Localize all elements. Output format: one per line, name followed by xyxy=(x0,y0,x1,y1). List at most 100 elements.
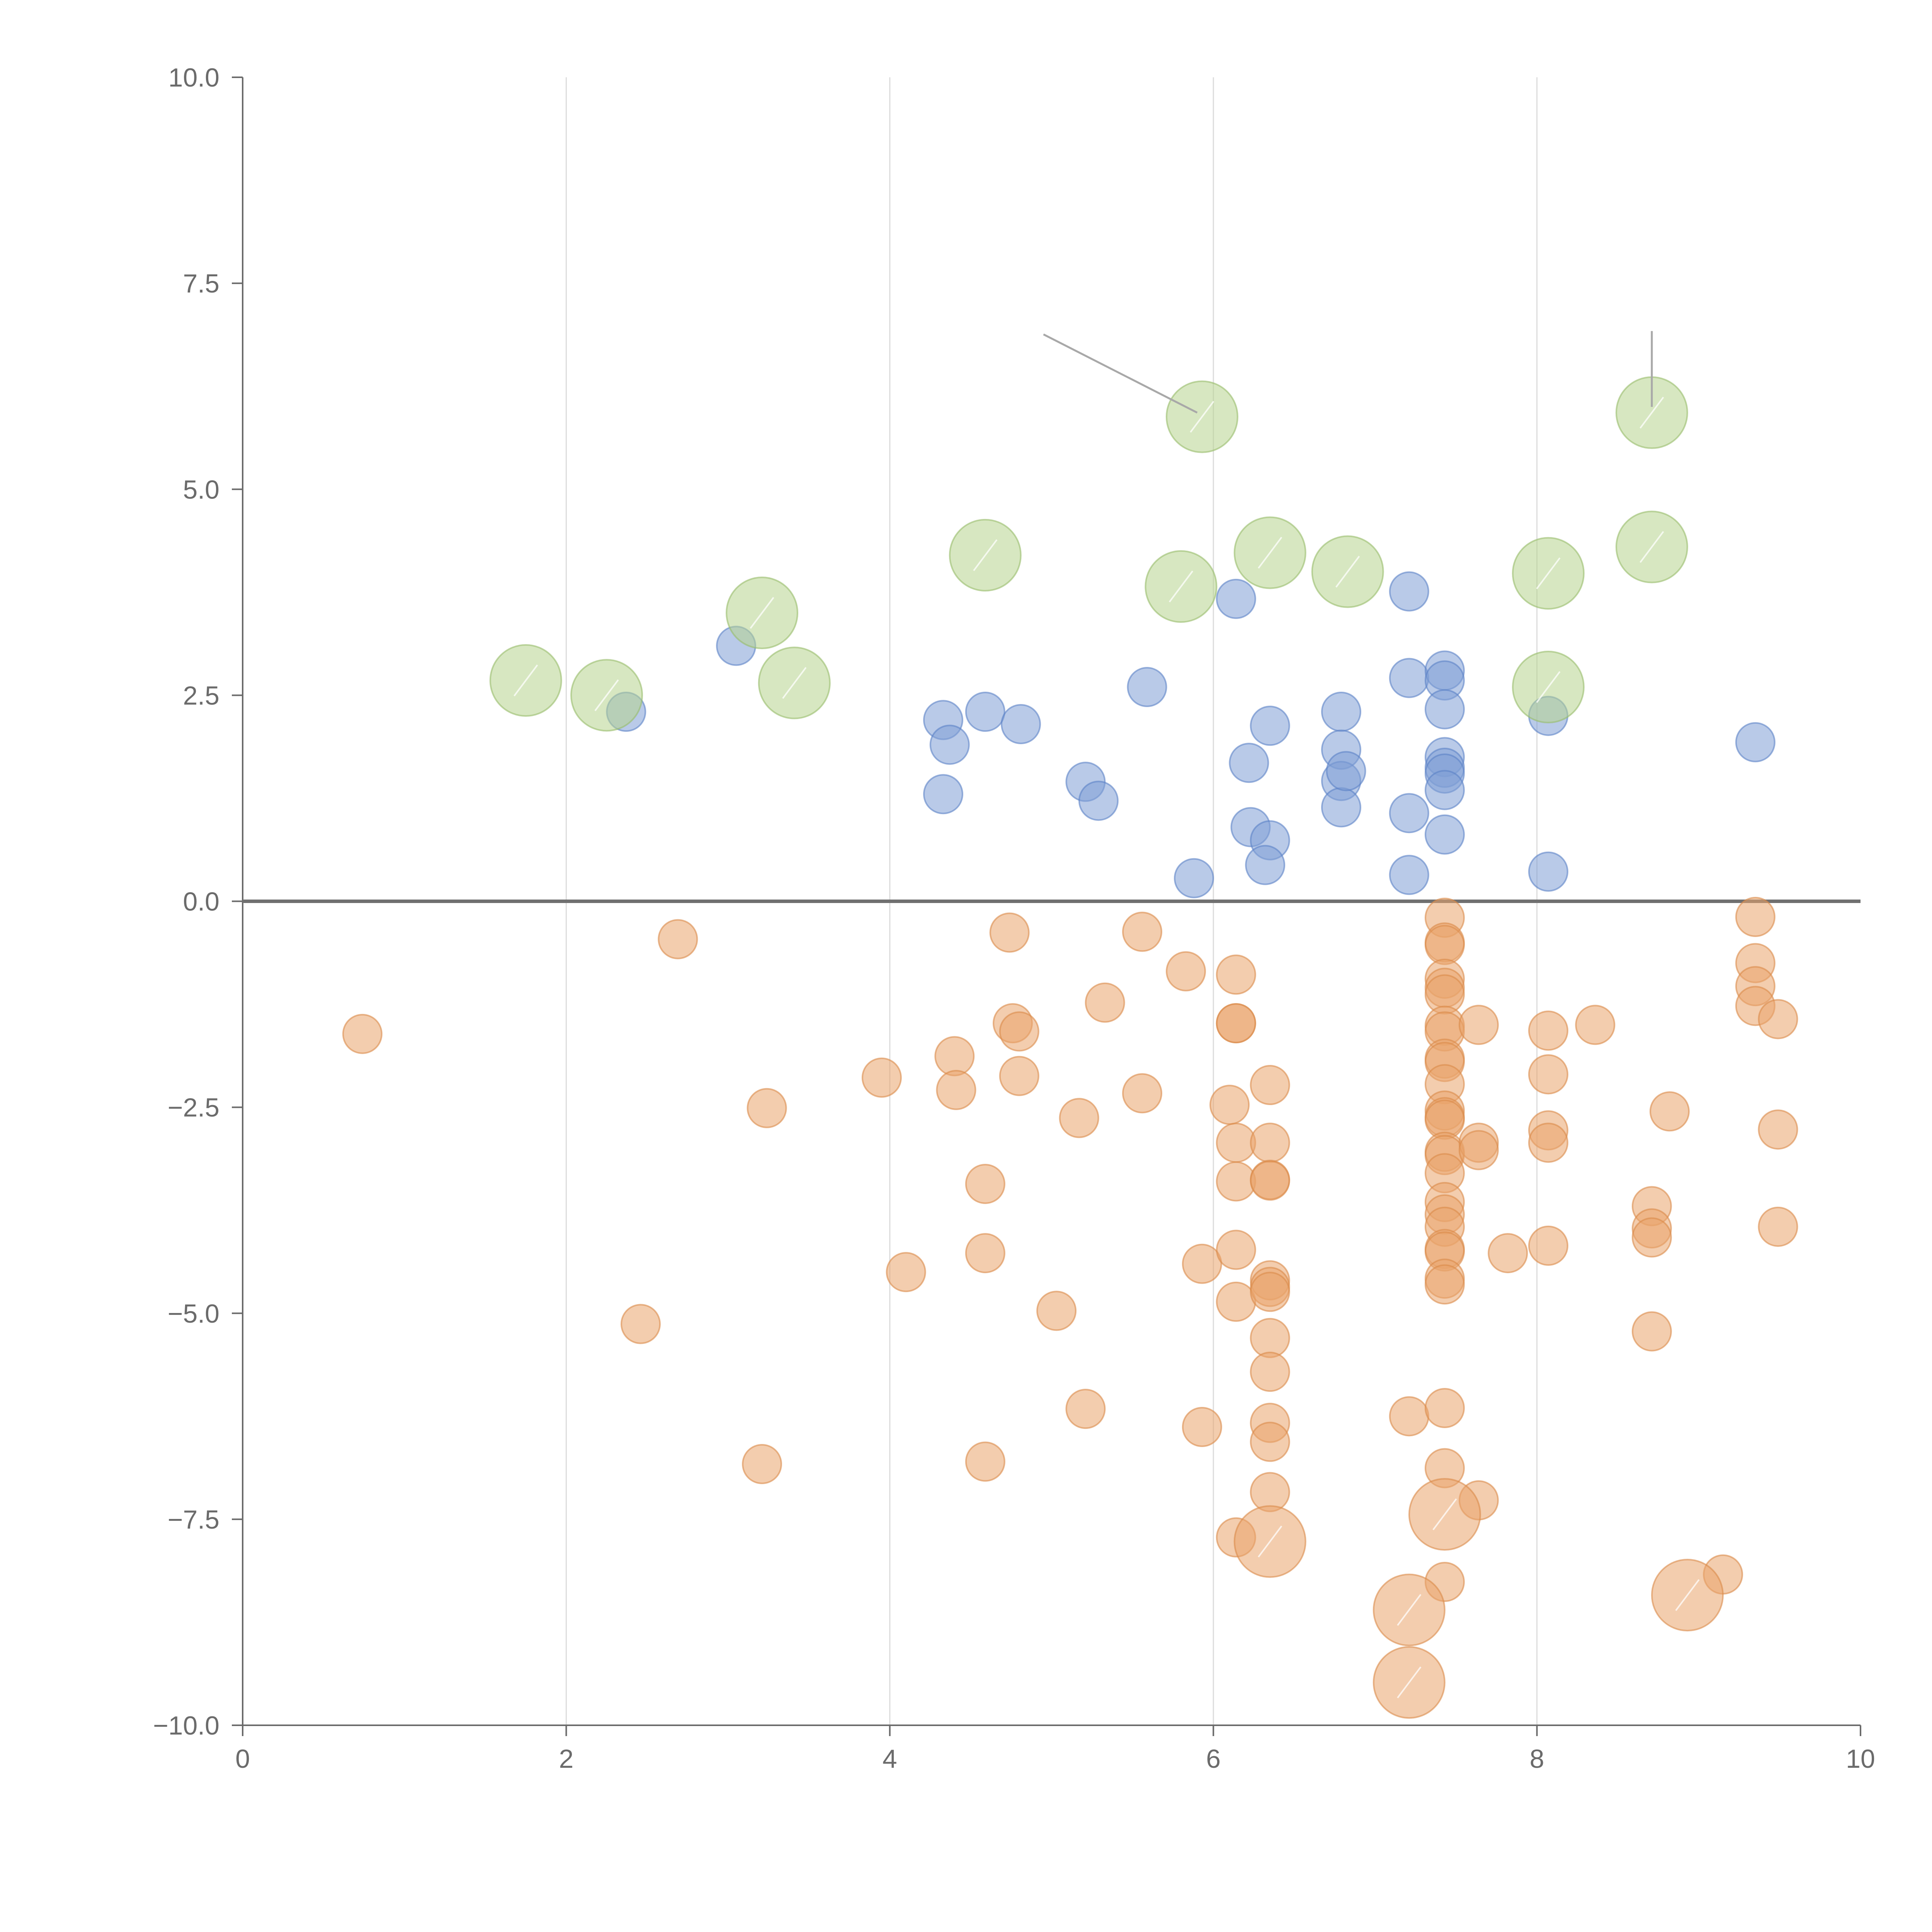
point-blue-28 xyxy=(1424,689,1465,730)
point-orange-82 xyxy=(1528,1122,1568,1163)
point-accent-mark xyxy=(1639,396,1664,429)
point-orange-40 xyxy=(1250,1272,1290,1312)
point-blue-6 xyxy=(1000,704,1041,745)
point-accent-mark xyxy=(1397,1666,1422,1699)
point-blue-32 xyxy=(1424,770,1465,810)
point-accent-mark xyxy=(973,539,998,571)
point-orange-5 xyxy=(861,1057,902,1098)
point-orange-35 xyxy=(1250,1122,1290,1163)
point-orange-70 xyxy=(1424,1264,1465,1305)
point-orange-32 xyxy=(1216,1281,1256,1322)
point-orange-16 xyxy=(1036,1291,1077,1331)
point-orange-84 xyxy=(1575,1005,1616,1045)
y-tick-label: −5.0 xyxy=(168,1299,219,1328)
point-accent-mark xyxy=(594,679,619,711)
point-accent-mark xyxy=(1639,531,1664,563)
point-orange-10 xyxy=(965,1233,1005,1274)
data-points xyxy=(342,376,1798,1719)
point-orange-42 xyxy=(1250,1352,1290,1392)
point-orange-95 xyxy=(1758,999,1798,1039)
point-accent-mark xyxy=(782,667,807,699)
point-orange-7 xyxy=(934,1036,975,1077)
x-tick-label: 10 xyxy=(1846,1744,1875,1774)
point-orange-20 xyxy=(1122,912,1162,952)
point-orange-25 xyxy=(1209,1085,1250,1125)
point-orange-49 xyxy=(1424,925,1465,965)
point-orange-21 xyxy=(1122,1073,1162,1114)
point-blue-36 xyxy=(1735,722,1776,762)
point-orange-8 xyxy=(936,1070,976,1110)
point-accent-mark xyxy=(1536,671,1561,703)
x-tick-label: 4 xyxy=(883,1744,897,1774)
point-orange-12 xyxy=(989,912,1030,953)
point-accent-mark xyxy=(1258,537,1282,569)
point-orange-87 xyxy=(1631,1217,1672,1258)
point-blue-24 xyxy=(1389,793,1429,833)
point-blue-22 xyxy=(1389,571,1429,612)
point-orange-74 xyxy=(1458,1005,1499,1045)
point-accent-mark xyxy=(1432,1498,1457,1531)
point-blue-9 xyxy=(1127,667,1167,707)
point-blue-8 xyxy=(1078,781,1119,821)
point-orange-15 xyxy=(999,1056,1039,1096)
point-blue-25 xyxy=(1389,855,1429,895)
point-blue-12 xyxy=(1229,743,1269,783)
x-tick-label: 6 xyxy=(1206,1744,1221,1774)
point-orange-4 xyxy=(747,1088,787,1128)
point-orange-28 xyxy=(1216,1003,1256,1044)
point-blue-3 xyxy=(929,724,970,765)
point-orange-1 xyxy=(621,1304,661,1344)
point-orange-34 xyxy=(1250,1065,1290,1105)
point-blue-20 xyxy=(1321,787,1361,828)
point-orange-22 xyxy=(1166,951,1206,992)
point-accent-mark xyxy=(1190,401,1214,433)
point-accent-mark xyxy=(1397,1594,1422,1626)
point-blue-16 xyxy=(1245,845,1286,885)
point-accent-mark xyxy=(1168,570,1194,603)
x-tick-label: 2 xyxy=(559,1744,573,1774)
point-accent-mark xyxy=(750,597,774,629)
point-blue-21 xyxy=(1326,751,1366,791)
point-orange-79 xyxy=(1528,1010,1568,1051)
point-orange-41 xyxy=(1250,1318,1290,1358)
point-accent-mark xyxy=(1335,556,1360,588)
point-orange-71 xyxy=(1424,1388,1465,1428)
point-blue-17 xyxy=(1321,692,1361,732)
point-accent-mark xyxy=(1258,1526,1282,1558)
point-orange-26 xyxy=(1216,954,1256,995)
x-tick-label: 8 xyxy=(1530,1744,1544,1774)
y-tick-label: 2.5 xyxy=(183,681,219,710)
y-tick-label: 0.0 xyxy=(183,887,219,917)
point-orange-19 xyxy=(1085,982,1125,1023)
point-orange-31 xyxy=(1216,1230,1256,1270)
point-orange-0 xyxy=(342,1014,383,1054)
point-orange-97 xyxy=(1758,1206,1798,1247)
point-orange-17 xyxy=(1059,1098,1099,1138)
point-orange-88 xyxy=(1631,1311,1672,1352)
point-orange-3 xyxy=(742,1444,782,1484)
point-orange-89 xyxy=(1649,1091,1690,1132)
point-blue-33 xyxy=(1424,814,1465,855)
annotation-leader-line xyxy=(1043,333,1198,414)
point-orange-6 xyxy=(886,1252,926,1293)
point-orange-96 xyxy=(1758,1109,1798,1150)
point-orange-83 xyxy=(1528,1225,1568,1266)
point-blue-4 xyxy=(923,774,963,815)
y-tick-label: −7.5 xyxy=(168,1505,219,1534)
point-orange-11 xyxy=(965,1441,1005,1482)
x-tick-label: 0 xyxy=(235,1744,250,1774)
point-orange-23 xyxy=(1182,1243,1222,1284)
point-blue-14 xyxy=(1250,706,1290,746)
point-orange-18 xyxy=(1065,1389,1106,1429)
point-orange-29 xyxy=(1216,1122,1256,1163)
y-tick-label: 10.0 xyxy=(168,63,219,92)
point-blue-10 xyxy=(1173,858,1214,898)
point-orange-44 xyxy=(1250,1422,1290,1462)
point-blue-23 xyxy=(1389,658,1429,698)
point-blue-5 xyxy=(965,692,1005,732)
point-orange-76 xyxy=(1458,1130,1499,1170)
point-orange-46 xyxy=(1389,1396,1429,1437)
point-accent-mark xyxy=(514,664,538,697)
annotations xyxy=(1043,331,1653,414)
point-orange-91 xyxy=(1735,897,1776,937)
